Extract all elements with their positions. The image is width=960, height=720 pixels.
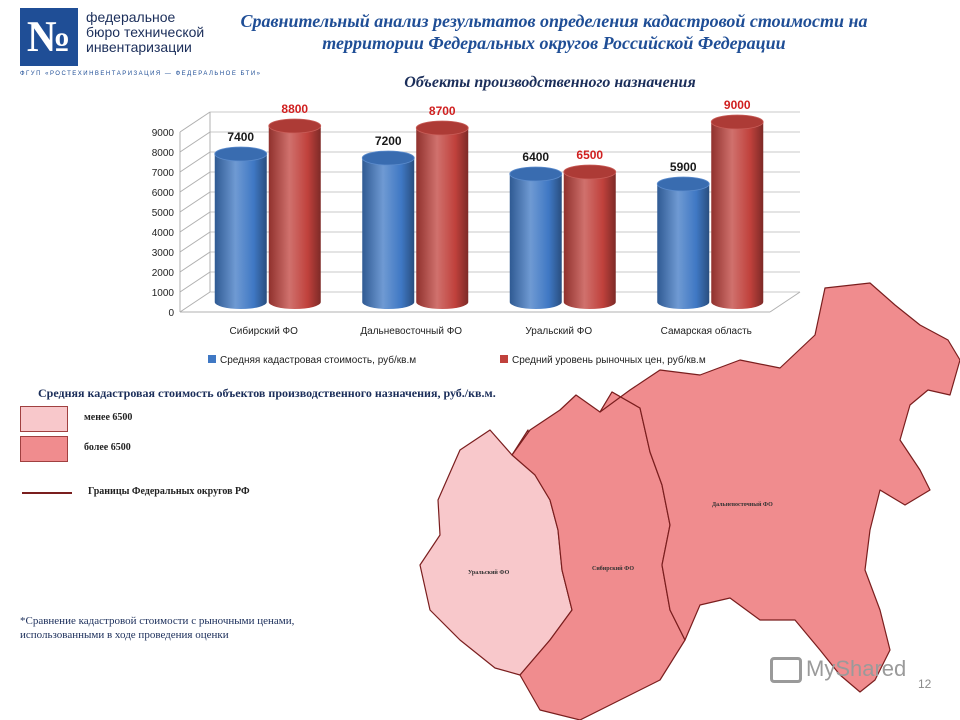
- bar-top-1-0: [361, 150, 415, 166]
- data-label-3-0: 5900: [670, 160, 697, 174]
- bar-2-0: [509, 174, 562, 309]
- grid-diagonal-5: [179, 191, 211, 213]
- x-tick-label-1: Дальневосточный ФО: [360, 326, 462, 337]
- bar-top-3-1: [710, 114, 764, 130]
- floor-side-edge: [769, 291, 801, 313]
- y-tick-label-0: 0: [168, 308, 174, 319]
- watermark: MyShared: [770, 656, 907, 684]
- map-region-far-east: [599, 282, 960, 693]
- data-label-1-0: 7200: [375, 134, 402, 148]
- grid-diagonal-3: [179, 231, 211, 253]
- watermark-text: MyShared: [806, 656, 907, 681]
- bar-top-0-0: [214, 146, 268, 162]
- bar-top-2-0: [509, 166, 563, 182]
- data-label-2-1: 6500: [576, 148, 603, 162]
- grid-diagonal-8: [179, 131, 211, 153]
- map-legend-title: Средняя кадастровая стоимость объектов п…: [38, 386, 496, 400]
- bar-chart: 0 1000 2000 3000 4000 5000 6000 7000 8000 9000 740…: [152, 98, 801, 366]
- y-tick-label-4: 4000: [152, 228, 175, 239]
- y-tick-label-9: 9000: [152, 128, 175, 139]
- y-tick-label-2: 2000: [152, 268, 175, 279]
- legend-label-1: Средний уровень рыночных цен, руб/кв.м: [512, 354, 706, 366]
- logo-tagline: ФГУП «РОСТЕХИНВЕНТАРИЗАЦИЯ — ФЕДЕРАЛЬНОЕ…: [20, 71, 262, 77]
- bar-top-1-1: [415, 120, 469, 136]
- legend-label-high: более 6500: [84, 442, 131, 453]
- bar-top-3-0: [656, 176, 710, 192]
- map-label-siberia: Сибирский ФО: [592, 565, 634, 572]
- bar-3-1: [711, 122, 764, 309]
- legend-label-0: Средняя кадастровая стоимость, руб/кв.м: [220, 354, 416, 366]
- logo-glyph: №: [26, 12, 72, 61]
- x-tick-label-3: Самарская область: [661, 325, 752, 337]
- grid-diagonal-6: [179, 171, 211, 193]
- y-tick-label-5: 5000: [152, 208, 175, 219]
- grid-diagonal-2: [179, 251, 211, 273]
- bar-1-0: [362, 158, 415, 309]
- y-tick-label-7: 7000: [152, 168, 175, 179]
- bar-2-1: [563, 172, 616, 309]
- data-label-1-1: 8700: [429, 104, 456, 118]
- x-tick-label-0: Сибирский ФО: [230, 325, 299, 337]
- bar-top-2-1: [563, 164, 617, 180]
- legend-swatch-low: [20, 406, 68, 432]
- legend-swatch-1: [500, 355, 508, 363]
- x-tick-label-2: Уральский ФО: [525, 326, 592, 337]
- data-label-2-0: 6400: [522, 150, 549, 164]
- grid-diagonal-0: [179, 291, 211, 313]
- bar-3-0: [657, 184, 710, 309]
- legend-border-line: [22, 492, 72, 494]
- grid-diagonal-9: [179, 111, 211, 133]
- bar-0-0: [214, 154, 267, 309]
- footnote: *Сравнение кадастровой стоимости с рыноч…: [20, 615, 295, 641]
- data-label-3-1: 9000: [724, 98, 751, 112]
- federal-districts-map: Уральский ФО Сибирский ФО Дальневосточны…: [419, 282, 960, 720]
- page-number: 12: [918, 677, 932, 691]
- y-tick-label-6: 6000: [152, 188, 175, 199]
- legend-swatch-high: [20, 436, 68, 462]
- grid-diagonal-7: [179, 151, 211, 173]
- y-tick-label-1: 1000: [152, 288, 175, 299]
- map-label-ural: Уральский ФО: [468, 569, 510, 576]
- watermark-icon: [770, 657, 802, 684]
- bar-1-1: [416, 128, 469, 309]
- map-label-far-east: Дальневосточный ФО: [712, 501, 773, 508]
- data-label-0-1: 8800: [281, 102, 308, 116]
- bar-top-0-1: [268, 118, 322, 134]
- logo-mark: [20, 8, 78, 66]
- y-tick-label-3: 3000: [152, 248, 175, 259]
- legend-swatch-0: [208, 355, 216, 363]
- legend-label-low: менее 6500: [84, 412, 133, 423]
- y-tick-label-8: 8000: [152, 148, 175, 159]
- grid-diagonal-1: [179, 271, 211, 293]
- chart-title: Объекты производственного назначения: [404, 74, 696, 91]
- logo: № федеральное бюро технической инвентари…: [20, 8, 220, 80]
- slide-title: Сравнительный анализ результатов определ…: [240, 11, 868, 53]
- grid-diagonal-4: [179, 211, 211, 233]
- logo-name: федеральное бюро технической инвентариза…: [86, 9, 205, 55]
- bar-0-1: [268, 126, 321, 309]
- data-label-0-0: 7400: [227, 130, 254, 144]
- legend-border-label: Границы Федеральных округов РФ: [88, 486, 250, 497]
